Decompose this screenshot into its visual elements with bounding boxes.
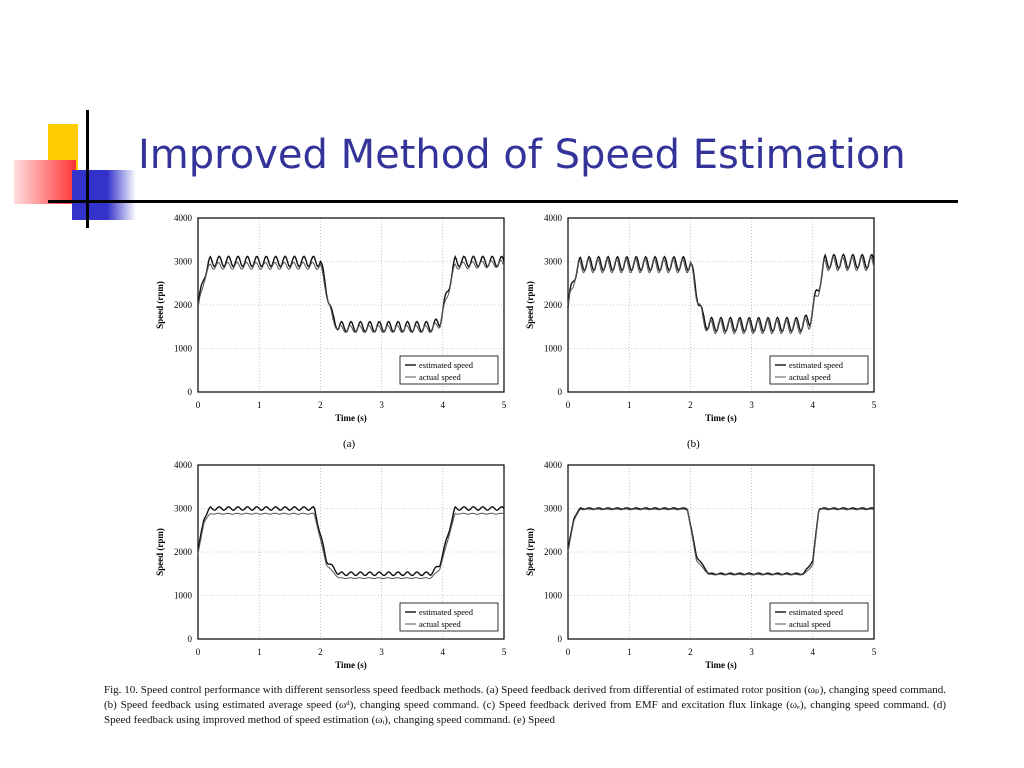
y-axis-label: Speed (rpm) [155,528,165,576]
x-tick-label: 0 [566,647,571,657]
legend: estimated speed actual speed [769,602,869,632]
x-tick-label: 2 [688,400,693,410]
legend: estimated speed actual speed [769,355,869,385]
legend-box [399,602,499,632]
y-tick-label: 0 [188,634,193,644]
speed-chart-d: 0 1000 2000 3000 4000 0 1 2 3 4 5 Time (s) Speed (rp… [525,460,877,670]
y-tick-label: 1000 [174,344,193,354]
series-line-actual [567,508,875,576]
series-line-actual [197,259,505,334]
x-axis-label: Time (s) [705,413,737,423]
y-axis-label: Speed (rpm) [525,281,535,329]
x-tick-label: 3 [379,400,384,410]
x-tick-label: 4 [811,400,816,410]
legend-entry: actual speed [789,372,832,382]
x-tick-label: 4 [441,400,446,410]
x-axis-label: Time (s) [335,413,367,423]
y-tick-label: 4000 [174,460,193,470]
x-tick-label: 2 [688,647,693,657]
x-tick-label: 0 [196,647,201,657]
legend: estimated speed actual speed [399,355,499,385]
legend-entry: estimated speed [419,607,474,617]
x-tick-label: 4 [441,647,446,657]
y-axis-label: Speed (rpm) [525,528,535,576]
x-tick-label: 1 [257,647,262,657]
legend: estimated speed actual speed [399,602,499,632]
subcaption-b: (b) [687,438,700,450]
series-line-actual [567,255,875,335]
y-tick-label: 4000 [544,460,563,470]
speed-chart-b: 0 1000 2000 3000 4000 0 1 2 3 4 5 Time (s) Speed (rp… [525,213,877,423]
legend-entry: estimated speed [789,607,844,617]
y-tick-label: 2000 [174,300,193,310]
legend-box [399,355,499,385]
y-tick-label: 0 [558,387,563,397]
deco-red-square [14,160,76,204]
x-tick-label: 0 [196,400,201,410]
x-tick-label: 5 [872,400,877,410]
y-tick-label: 3000 [174,257,193,267]
series-line-estimated [197,254,505,334]
y-tick-label: 4000 [174,213,193,223]
legend-entry: actual speed [789,619,832,629]
y-axis-label: Speed (rpm) [155,281,165,329]
x-axis-label: Time (s) [705,660,737,670]
y-tick-label: 2000 [544,300,563,310]
y-tick-label: 4000 [544,213,563,223]
legend-box [769,602,869,632]
legend-entry: actual speed [419,372,462,382]
x-tick-label: 5 [502,647,507,657]
x-tick-label: 0 [566,400,571,410]
x-tick-label: 5 [872,647,877,657]
subcaption-a: (a) [343,438,356,450]
x-axis-label: Time (s) [335,660,367,670]
y-tick-label: 3000 [544,257,563,267]
series-line-estimated [567,507,875,576]
series-line-actual [197,512,505,579]
y-tick-label: 2000 [174,547,193,557]
x-tick-label: 3 [749,647,754,657]
speed-chart-a: 0 1000 2000 3000 4000 0 1 2 3 4 5 Time (s) Speed (rp… [155,213,507,423]
title-underline [48,200,958,203]
slide-title: Improved Method of Speed Estimation [138,132,906,178]
x-tick-label: 1 [627,400,632,410]
speed-chart-c: 0 1000 2000 3000 4000 0 1 2 3 4 5 Time (s) Speed (rp… [155,460,507,670]
y-tick-label: 1000 [544,591,563,601]
series-line-estimated [197,505,505,577]
x-tick-label: 1 [257,400,262,410]
deco-blue-square [72,170,136,220]
x-tick-label: 2 [318,400,323,410]
y-tick-label: 0 [558,634,563,644]
x-tick-label: 3 [379,647,384,657]
legend-entry: estimated speed [419,360,474,370]
deco-vertical-line [86,110,89,228]
y-tick-label: 2000 [544,547,563,557]
x-tick-label: 1 [627,647,632,657]
legend-entry: actual speed [419,619,462,629]
y-tick-label: 1000 [544,344,563,354]
plot-frame [567,464,875,640]
x-tick-label: 2 [318,647,323,657]
y-tick-label: 3000 [174,504,193,514]
y-tick-label: 0 [188,387,193,397]
figure-caption: Fig. 10. Speed control performance with … [104,684,946,726]
x-tick-label: 5 [502,400,507,410]
y-tick-label: 3000 [544,504,563,514]
legend-box [769,355,869,385]
x-tick-label: 4 [811,647,816,657]
y-tick-label: 1000 [174,591,193,601]
x-tick-label: 3 [749,400,754,410]
legend-entry: estimated speed [789,360,844,370]
